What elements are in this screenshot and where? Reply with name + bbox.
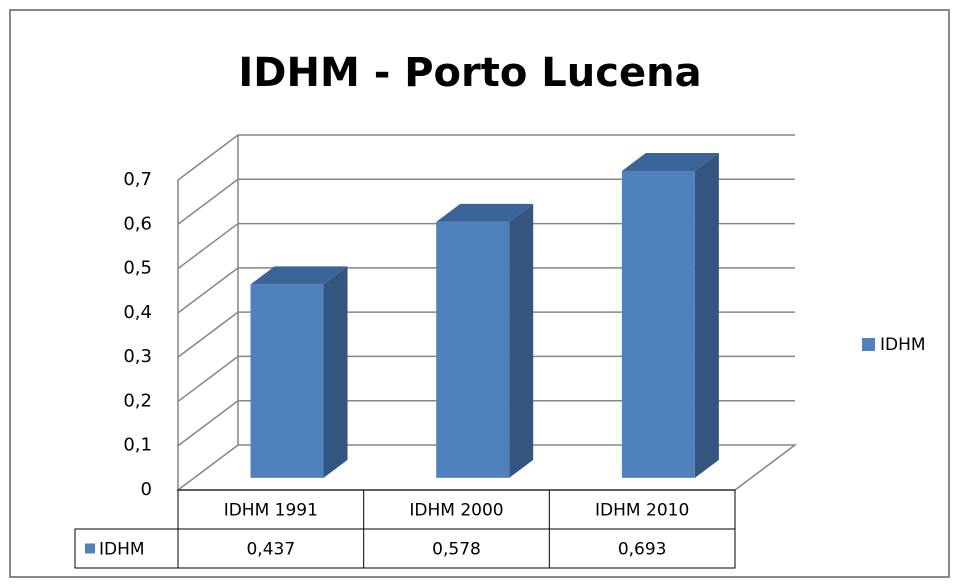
bar-top [436,203,534,222]
y-tick-label: 0 [141,479,152,500]
bar [436,221,510,478]
x-tick-label: IDHM 2000 [409,501,503,521]
x-tick-label: IDHM 1991 [224,501,318,521]
x-tick-label: IDHM 2010 [595,501,689,521]
y-tick-label: 0,6 [123,213,152,234]
data-label: 0,578 [432,540,481,560]
legend-label: IDHM [880,335,926,355]
legend-key [862,338,875,351]
bar [250,284,324,478]
bar-top [250,266,348,285]
y-tick-label: 0,3 [123,346,152,367]
table-series-name: IDHM [99,540,145,560]
bar-side [509,203,534,478]
y-tick-label: 0,5 [123,258,152,279]
bar-side [694,152,719,478]
bar [621,170,695,478]
table-legend-key [85,543,95,554]
y-tick-label: 0,4 [123,302,152,323]
data-label: 0,693 [618,540,667,560]
bar-top [621,152,719,171]
y-tick-label: 0,2 [123,390,152,411]
chart-title: IDHM - Porto Lucena [238,50,701,96]
table-row-values [74,528,736,569]
y-tick-label: 0,1 [123,435,152,456]
y-tick-label: 0,7 [123,169,152,190]
bar-side [323,266,348,478]
data-label: 0,437 [246,540,295,560]
